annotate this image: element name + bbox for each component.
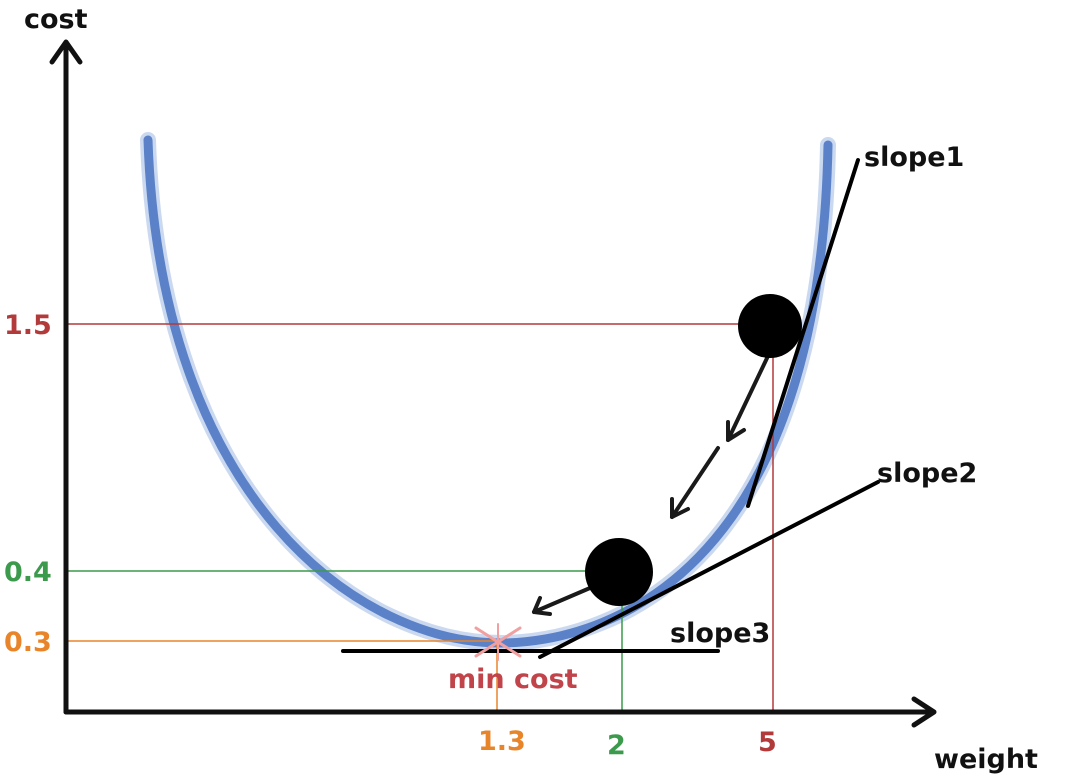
y-tick-0-3: 0.3 (4, 627, 52, 658)
x-tick-1-3: 1.3 (478, 726, 526, 757)
x-axis-label: weight (934, 744, 1038, 775)
y-axis-label: cost (24, 4, 88, 35)
arrow-2-head (670, 497, 690, 519)
y-tick-1-5: 1.5 (4, 310, 52, 341)
slope2-line (538, 480, 880, 659)
descent-arrows (532, 354, 770, 616)
x-axis-arrowhead (911, 696, 937, 728)
slope2-label: slope2 (877, 458, 977, 489)
cost-curve (143, 135, 833, 648)
arrow-3-head (532, 596, 552, 616)
arrow-2 (670, 446, 720, 519)
arrow-1 (726, 354, 770, 442)
axes (49, 39, 937, 728)
arrow-3 (532, 586, 592, 614)
x-tick-5: 5 (758, 727, 777, 758)
ball-start (738, 294, 802, 358)
slope1-label: slope1 (864, 142, 964, 173)
tangent-lines (341, 158, 880, 659)
slope1-line (746, 158, 860, 508)
slope3-label: slope3 (670, 618, 770, 649)
min-cost-marker (474, 623, 522, 661)
cost-curve-glow (140, 132, 836, 652)
ball-middle (585, 538, 653, 606)
guide-lines (66, 323, 774, 712)
x-tick-2: 2 (607, 730, 626, 761)
arrow-1-head (726, 420, 746, 442)
y-tick-0-4: 0.4 (4, 557, 52, 588)
min-cost-label: min cost (448, 664, 578, 695)
y-axis-arrowhead (49, 39, 83, 65)
